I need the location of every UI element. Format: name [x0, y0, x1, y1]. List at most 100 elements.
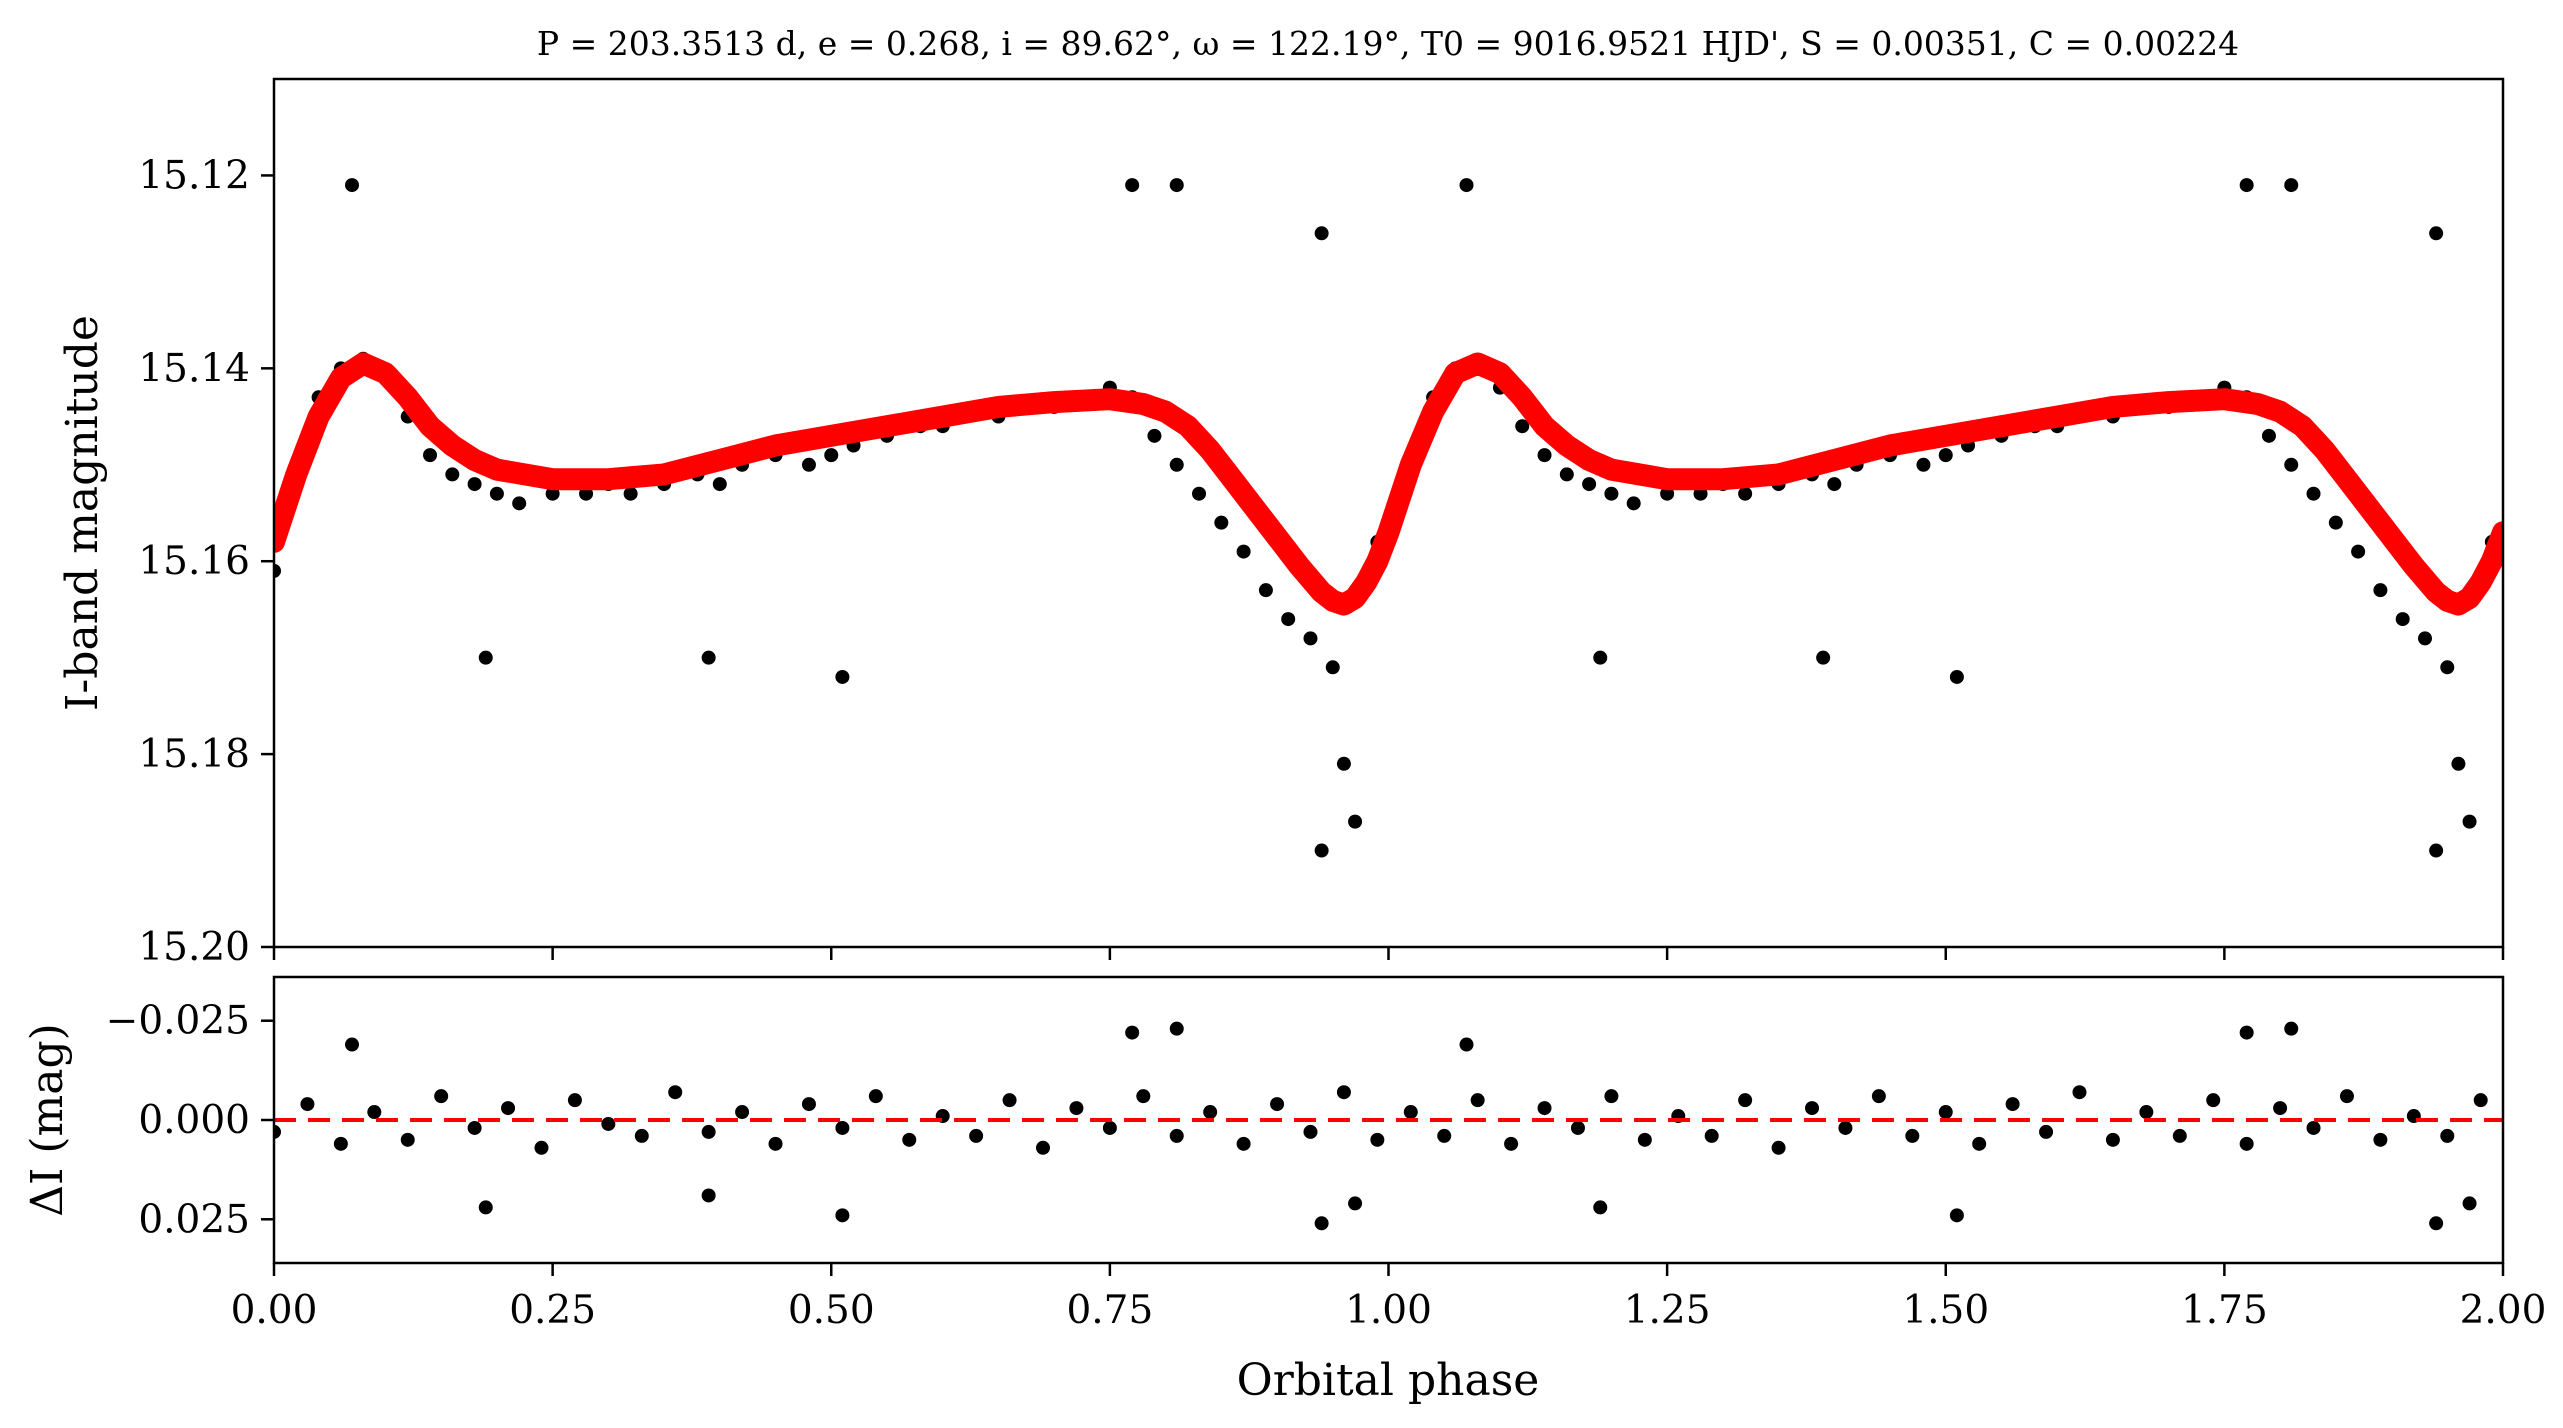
data-point	[1236, 544, 1251, 559]
residual-point	[701, 1188, 716, 1203]
residual-point	[1938, 1105, 1953, 1120]
residual-point	[434, 1089, 449, 1104]
x-tick-label: 2.00	[2460, 1288, 2547, 1333]
data-point	[1660, 486, 1675, 501]
x-tick-label: 1.25	[1624, 1288, 1711, 1333]
data-point	[2462, 814, 2477, 829]
data-point	[2429, 226, 2444, 241]
model-curve	[274, 352, 2503, 616]
data-point	[701, 650, 716, 665]
residual-point	[1604, 1089, 1619, 1104]
data-point	[2261, 428, 2276, 443]
residual-point	[1314, 1216, 1329, 1231]
data-point	[545, 486, 560, 501]
data-point	[1827, 477, 1842, 492]
data-point	[1125, 178, 1140, 193]
residual-point	[1169, 1128, 1184, 1143]
x-tick-label: 0.75	[1066, 1288, 1153, 1333]
data-point	[1537, 448, 1552, 463]
y-tick-label: 15.18	[138, 732, 250, 777]
residual-point	[1771, 1140, 1786, 1155]
data-point	[1214, 515, 1229, 530]
top-y-axis-label: I-band magnitude	[57, 315, 108, 711]
residual-point	[1805, 1101, 1820, 1116]
residual-point	[1348, 1196, 1363, 1211]
data-point	[1938, 448, 1953, 463]
residual-point	[1102, 1120, 1117, 1135]
data-point	[2440, 660, 2455, 675]
model-curve-group	[274, 352, 2503, 616]
top-y-ticks: 15.12 15.14 15.16 15.18 15.20	[138, 153, 274, 970]
residual-point	[1069, 1101, 1084, 1116]
residual-point	[1871, 1089, 1886, 1104]
residual-point	[534, 1140, 549, 1155]
residual-point	[2284, 1021, 2299, 1036]
residual-point	[467, 1120, 482, 1135]
residual-point	[1459, 1037, 1474, 1052]
data-point	[2239, 178, 2254, 193]
residual-point	[1504, 1136, 1519, 1151]
residual-point	[1972, 1136, 1987, 1151]
data-point	[1816, 650, 1831, 665]
residual-point	[400, 1132, 415, 1147]
residual-point	[1203, 1105, 1218, 1120]
data-point	[1348, 814, 1363, 829]
data-point	[2417, 631, 2432, 646]
data-point	[423, 448, 438, 463]
residual-point	[668, 1085, 683, 1100]
residual-point	[1593, 1200, 1608, 1215]
top-x-ticks	[272, 947, 2505, 960]
residual-point	[300, 1097, 315, 1112]
residual-point	[1169, 1021, 1184, 1036]
data-point	[2451, 756, 2466, 771]
data-point	[1515, 419, 1530, 434]
residual-point	[1403, 1105, 1418, 1120]
residual-point	[902, 1132, 917, 1147]
data-point	[1325, 660, 1340, 675]
residual-point	[835, 1208, 850, 1223]
data-point	[1303, 631, 1318, 646]
data-point	[835, 669, 850, 684]
data-point	[1314, 226, 1329, 241]
residual-point	[478, 1200, 493, 1215]
data-point	[1949, 669, 1964, 684]
residual-point	[2139, 1105, 2154, 1120]
data-point	[1604, 486, 1619, 501]
data-point	[478, 650, 493, 665]
residual-point	[1637, 1132, 1652, 1147]
residual-point	[2429, 1216, 2444, 1231]
data-point	[2306, 486, 2321, 501]
residual-point	[768, 1136, 783, 1151]
data-point	[1147, 428, 1162, 443]
y-tick-label: 15.12	[138, 153, 250, 198]
residual-point	[1270, 1097, 1285, 1112]
data-point	[1169, 457, 1184, 472]
residual-point	[868, 1089, 883, 1104]
data-point	[1626, 496, 1641, 511]
residual-point	[701, 1124, 716, 1139]
data-point	[1559, 467, 1574, 482]
residual-point	[2005, 1097, 2020, 1112]
residual-point	[1002, 1093, 1017, 1108]
x-tick-label: 0.25	[509, 1288, 596, 1333]
x-tick-label: 0.50	[788, 1288, 875, 1333]
residual-point	[601, 1116, 616, 1131]
data-point	[2429, 843, 2444, 858]
residual-point	[2473, 1093, 2488, 1108]
bottom-y-ticks: −0.025 0.000 0.025	[106, 999, 274, 1242]
residual-point	[2239, 1136, 2254, 1151]
residual-point	[634, 1128, 649, 1143]
data-point	[1192, 486, 1207, 501]
residual-point	[333, 1136, 348, 1151]
residual-point	[2039, 1124, 2054, 1139]
residual-point	[2373, 1132, 2388, 1147]
x-axis-label: Orbital phase	[1237, 1355, 1540, 1406]
residual-point	[1949, 1208, 1964, 1223]
x-tick-label: 1.50	[1902, 1288, 1989, 1333]
residual-point	[2072, 1085, 2087, 1100]
data-point	[579, 486, 594, 501]
residual-point	[1370, 1132, 1385, 1147]
residual-point	[835, 1120, 850, 1135]
residual-point	[1303, 1124, 1318, 1139]
data-point	[1459, 178, 1474, 193]
